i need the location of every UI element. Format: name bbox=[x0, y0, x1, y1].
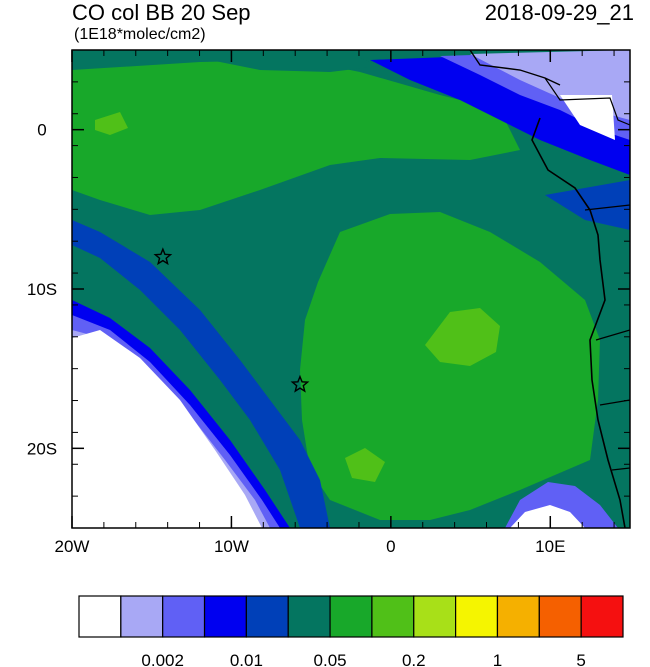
colorbar-box bbox=[580, 595, 624, 638]
axis-ticks: 20W 10W 0 10E 0 10S 20S bbox=[27, 49, 630, 556]
colorbar-box bbox=[120, 595, 164, 638]
colorbar-box bbox=[496, 595, 540, 638]
y-tick-label: 10S bbox=[27, 280, 57, 299]
colorbar-box bbox=[455, 595, 499, 638]
colorbar-box bbox=[162, 595, 206, 638]
co-se-clean bbox=[510, 505, 585, 528]
x-tick-label: 0 bbox=[386, 537, 395, 556]
coastline bbox=[531, 117, 626, 528]
valid-time: 2018-09-29_21 bbox=[484, 0, 634, 25]
co-peak-north bbox=[95, 112, 128, 135]
x-tick-label: 10E bbox=[535, 537, 565, 556]
map-units: (1E18*molec/cm2) bbox=[74, 26, 206, 43]
border bbox=[544, 77, 630, 126]
colorbar-box bbox=[371, 595, 415, 638]
colorbar-label: 0.01 bbox=[230, 651, 263, 667]
colorbar-label: 1 bbox=[493, 651, 502, 667]
co-plume-south bbox=[300, 212, 600, 520]
colorbar-box bbox=[78, 595, 122, 638]
colorbar-box bbox=[287, 595, 331, 638]
co-peak-south bbox=[345, 448, 385, 482]
colorbar: 0.002 0.01 0.05 0.2 1 5 bbox=[78, 595, 624, 667]
y-tick-label: 20S bbox=[27, 439, 57, 458]
co-region-north bbox=[72, 60, 520, 215]
x-tick-label: 10W bbox=[214, 537, 249, 556]
colorbar-label: 0.05 bbox=[314, 651, 347, 667]
colorbar-label: 0.002 bbox=[141, 651, 184, 667]
co-swath-clean bbox=[72, 330, 262, 528]
x-tick-label: 20W bbox=[55, 537, 90, 556]
co-field bbox=[72, 50, 630, 528]
border bbox=[595, 329, 630, 341]
colorbar-box bbox=[203, 595, 247, 638]
colorbar-box bbox=[245, 595, 289, 638]
colorbar-box bbox=[538, 595, 582, 638]
y-tick-label: 0 bbox=[37, 121, 46, 140]
map-title: CO col BB 20 Sep bbox=[72, 0, 251, 25]
border bbox=[611, 467, 630, 471]
star-marker bbox=[153, 247, 173, 266]
colorbar-box bbox=[413, 595, 457, 638]
colorbar-label: 0.2 bbox=[402, 651, 426, 667]
colorbar-label: 5 bbox=[576, 651, 585, 667]
star-marker bbox=[290, 374, 310, 393]
coastline-north bbox=[469, 50, 561, 86]
co-peak-plume bbox=[425, 308, 500, 366]
co-ne-clean bbox=[560, 95, 615, 140]
colorbar-box bbox=[329, 595, 373, 638]
border bbox=[584, 204, 630, 211]
markers bbox=[153, 247, 310, 393]
co-gap-north bbox=[200, 58, 380, 72]
